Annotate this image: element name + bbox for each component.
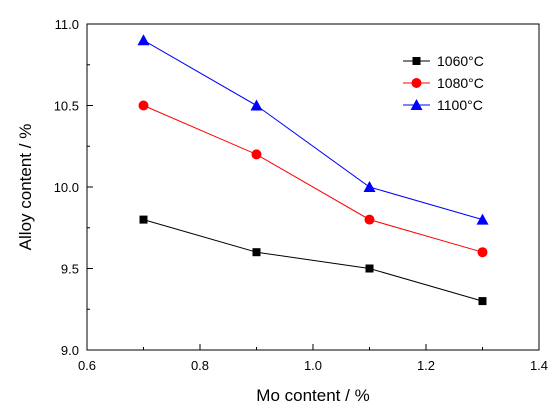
series-line [143,219,483,302]
x-tick-label: 1.0 [304,358,322,373]
data-point [364,214,375,225]
x-tick-label: 1.4 [530,358,548,373]
data-point [365,264,374,273]
series-line [143,39,483,221]
data-point [137,34,150,46]
data-point [477,247,488,258]
y-axis-title: Alloy content / % [16,124,35,251]
series-layer [137,34,489,306]
x-tick-label: 1.2 [417,358,435,373]
data-point [363,181,376,192]
data-point [250,99,263,111]
legend-marker [410,99,423,110]
legend-label: 1060°C [437,53,484,69]
series-3 [137,34,489,225]
legend-marker [411,78,422,88]
legend-label: 1100°C [437,97,483,113]
legend-marker [412,57,421,65]
y-tick-label: 9.0 [61,343,79,358]
series-line [143,105,483,253]
x-axis-title: Mo content / % [256,386,369,405]
y-tick-label: 10.0 [54,180,79,195]
y-tick-label: 11.0 [55,17,79,32]
data-point [138,100,149,111]
x-tick-label: 0.6 [78,358,96,373]
data-point [251,149,262,160]
data-point [252,248,261,257]
series-2 [138,100,488,258]
series-1 [139,215,487,306]
legend-item: 1060°C [403,53,484,69]
legend-item: 1100°C [403,97,483,113]
y-tick-label: 9.5 [61,262,79,277]
x-tick-label: 0.8 [191,358,209,373]
legend-item: 1080°C [403,75,484,91]
data-point [478,297,487,306]
ticks-layer: 0.6 0.8 1.0 1.2 1.4 9.0 9.5 10.0 10.5 11.0 [54,17,548,373]
legend-label: 1080°C [437,75,484,91]
data-point [476,213,489,225]
legend: 1060°C 1080°C 1100°C [403,53,484,113]
data-point [139,215,148,224]
y-tick-label: 10.5 [54,99,79,114]
